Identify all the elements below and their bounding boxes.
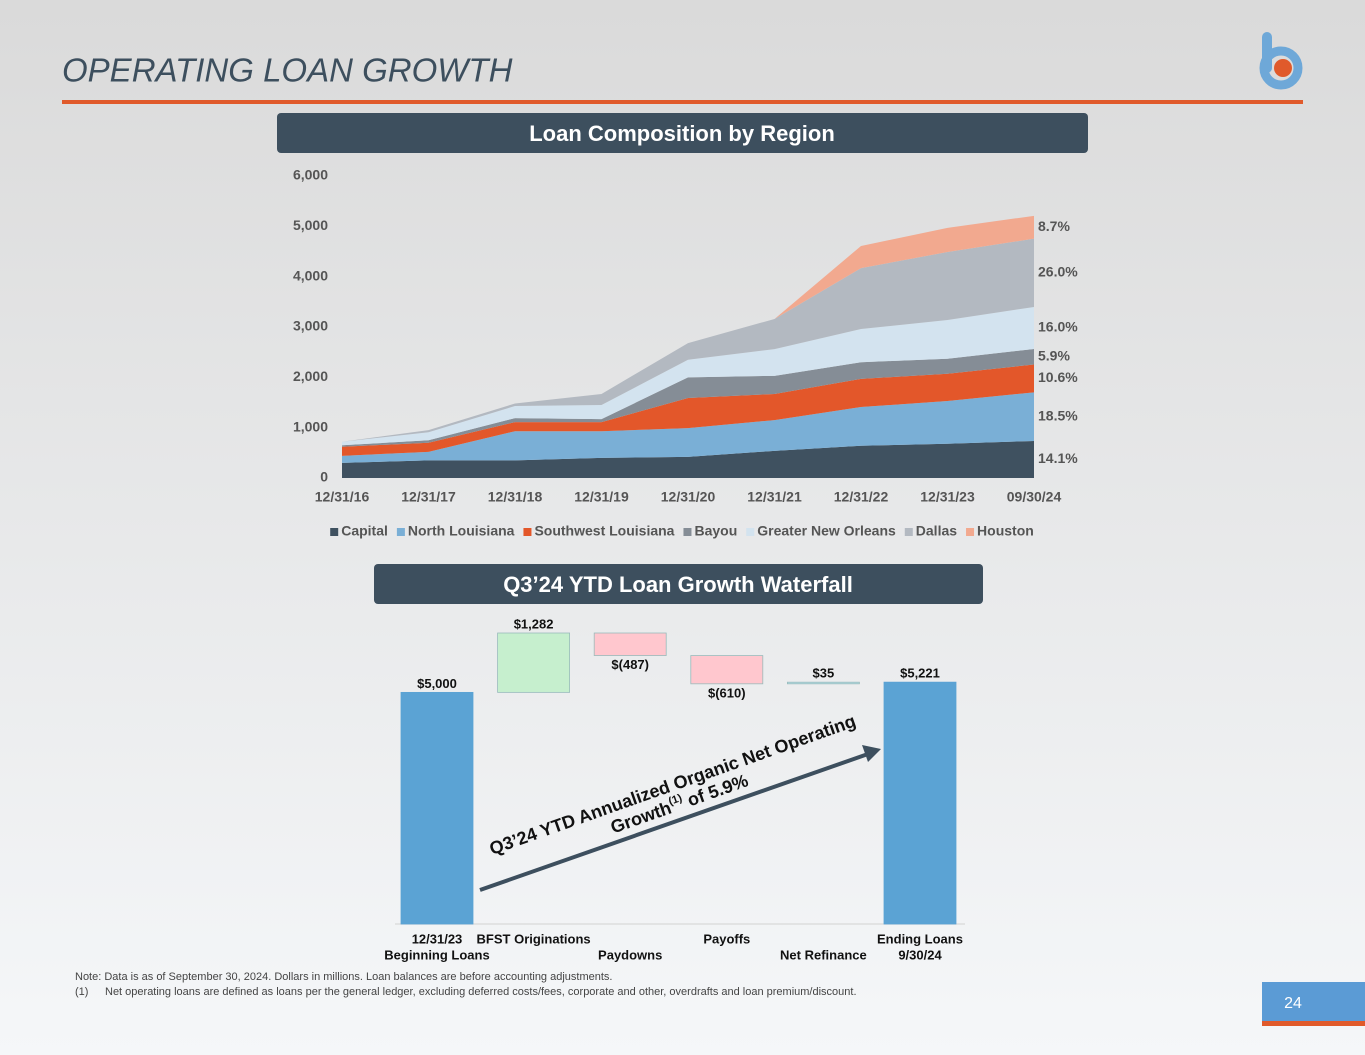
- y-tick-label: 1,000: [293, 418, 328, 434]
- legend-label: Dallas: [916, 523, 957, 539]
- legend-label: Houston: [977, 523, 1034, 539]
- share-label: 14.1%: [1038, 450, 1078, 466]
- share-label: 26.0%: [1038, 264, 1078, 280]
- legend: Capital North Louisiana Southwest Louisian…: [330, 523, 1034, 539]
- legend-swatch: [904, 528, 913, 536]
- x-tick-label: BFST Originations: [477, 931, 591, 946]
- x-tick-label: Paydowns: [598, 947, 662, 962]
- value-label: $(610): [708, 685, 746, 700]
- x-tick-label: 12/31/23: [920, 489, 975, 505]
- legend-swatch: [966, 528, 975, 536]
- x-tick-label: 12/31/21: [747, 489, 802, 505]
- value-label: $(487): [611, 657, 649, 672]
- y-tick-label: 4,000: [293, 267, 328, 283]
- area: [342, 392, 1034, 463]
- y-tick-label: 3,000: [293, 318, 328, 334]
- legend-label: Bayou: [694, 523, 737, 539]
- value-label: $35: [813, 666, 835, 681]
- y-tick-label: 2,000: [293, 368, 328, 384]
- x-tick-label: 12/31/22: [834, 489, 889, 505]
- legend-swatch: [396, 528, 405, 536]
- x-tick-label: Ending Loans: [877, 931, 963, 946]
- y-tick-label: 5,000: [293, 217, 328, 233]
- footnote: Net operating loans are defined as loans…: [105, 986, 857, 998]
- legend-swatch: [330, 528, 339, 536]
- bar: [883, 681, 957, 925]
- legend-swatch: [683, 528, 692, 536]
- bar: [593, 632, 667, 656]
- chart-title-bar: [277, 113, 1088, 153]
- chart-title: Loan Composition by Region: [529, 121, 835, 146]
- value-label: $1,282: [514, 616, 554, 631]
- share-label: 16.0%: [1038, 319, 1078, 335]
- x-tick-label: 9/30/24: [898, 947, 942, 962]
- logo: [1259, 32, 1303, 90]
- legend-label: Greater New Orleans: [757, 523, 896, 539]
- area: [342, 238, 1034, 442]
- bar: [787, 681, 860, 685]
- logo-dot: [1274, 59, 1292, 77]
- bar: [497, 632, 571, 693]
- title-rule: [62, 100, 1303, 104]
- value-label: $5,000: [417, 676, 457, 691]
- logo-ring: [1259, 46, 1303, 90]
- share-label: 18.5%: [1038, 407, 1078, 423]
- annotation-arrowhead: [862, 745, 881, 762]
- x-tick-label: Net Refinance: [780, 947, 867, 962]
- legend-swatch: [523, 528, 532, 536]
- page-number: 24: [1284, 995, 1302, 1012]
- area: [342, 440, 1034, 478]
- slide-title: OPERATING LOAN GROWTH: [62, 52, 513, 89]
- y-tick-label: 0: [320, 469, 328, 485]
- area: [342, 364, 1034, 456]
- chart-title: Q3’24 YTD Loan Growth Waterfall: [503, 572, 853, 597]
- footnote-marker: (1): [75, 986, 88, 998]
- x-tick-label: 12/31/23: [412, 931, 463, 946]
- legend-label: Southwest Louisiana: [534, 523, 674, 539]
- x-tick-label: 12/31/16: [315, 489, 370, 505]
- x-tick-label: Beginning Loans: [384, 947, 489, 962]
- page-number-box: [1262, 982, 1365, 1022]
- area: [342, 306, 1034, 446]
- page-number-rule: [1262, 1021, 1365, 1026]
- share-label: 10.6%: [1038, 369, 1078, 385]
- x-tick-label: 12/31/17: [401, 489, 456, 505]
- note: Note: Data is as of September 30, 2024. …: [75, 971, 612, 983]
- chart-title-bar: [374, 564, 983, 604]
- share-label: 8.7%: [1038, 218, 1070, 234]
- annotation-arrow: [479, 752, 869, 892]
- value-label: $5,221: [900, 666, 940, 681]
- x-tick-label: 12/31/19: [574, 489, 629, 505]
- bar: [400, 691, 474, 925]
- legend-swatch: [746, 528, 755, 536]
- legend-label: Capital: [341, 523, 388, 539]
- annotation-superscript: (1): [667, 792, 684, 808]
- area: [342, 348, 1034, 447]
- legend-label: North Louisiana: [408, 523, 515, 539]
- area: [342, 215, 1034, 442]
- share-label: 5.9%: [1038, 347, 1070, 363]
- x-tick-label: Payoffs: [703, 931, 750, 946]
- x-tick-label: 12/31/18: [488, 489, 543, 505]
- x-tick-label: 12/31/20: [661, 489, 716, 505]
- y-tick-label: 6,000: [293, 167, 328, 183]
- x-tick-label: 09/30/24: [1007, 489, 1062, 505]
- bar: [690, 655, 764, 685]
